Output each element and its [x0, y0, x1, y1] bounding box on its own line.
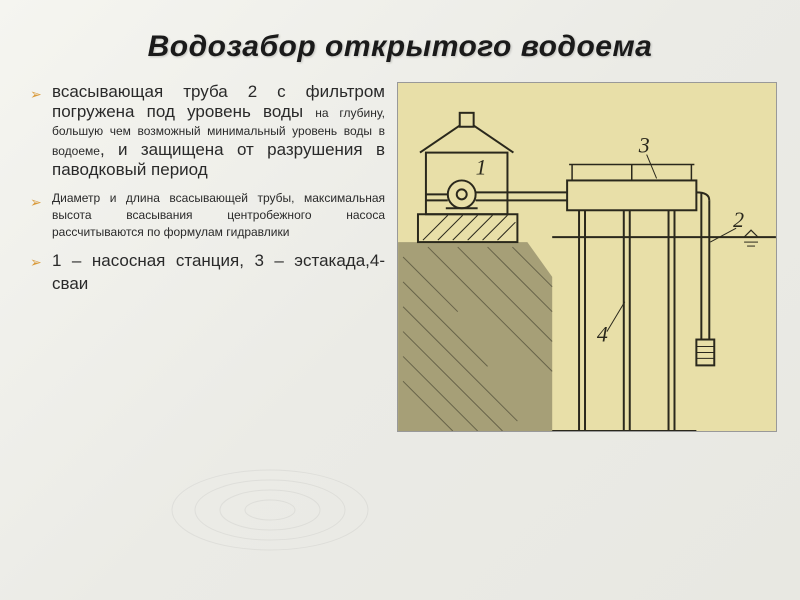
water-intake-diagram: 1 2 3 4: [397, 82, 777, 432]
content-row: ➢ всасывающая труба 2 с фильтром погруже…: [30, 82, 770, 432]
bullet-text: 1 – насосная станция, 3 – эстакада,4- св…: [52, 250, 385, 296]
bullet-marker-icon: ➢: [30, 250, 52, 273]
bullet-part: , и защищена от разрушения в паводковый …: [52, 140, 385, 179]
diagram-label-4: 4: [597, 323, 608, 347]
bullet-text: всасывающая труба 2 с фильтром погружена…: [52, 82, 385, 180]
slide-container: Водозабор открытого водоема ➢ всасывающа…: [0, 0, 800, 600]
bullet-marker-icon: ➢: [30, 82, 52, 105]
bullet-marker-icon: ➢: [30, 190, 52, 213]
bullet-item: ➢ Диаметр и длина всасывающей трубы, мак…: [30, 190, 385, 240]
diagram-label-1: 1: [476, 155, 487, 179]
diagram-column: 1 2 3 4: [397, 82, 777, 432]
diagram-label-3: 3: [638, 134, 650, 158]
text-column: ➢ всасывающая труба 2 с фильтром погруже…: [30, 82, 385, 306]
slide-title: Водозабор открытого водоема: [30, 30, 770, 64]
bullet-item: ➢ 1 – насосная станция, 3 – эстакада,4- …: [30, 250, 385, 296]
bullet-item: ➢ всасывающая труба 2 с фильтром погруже…: [30, 82, 385, 180]
bullet-text: Диаметр и длина всасывающей трубы, макси…: [52, 190, 385, 240]
